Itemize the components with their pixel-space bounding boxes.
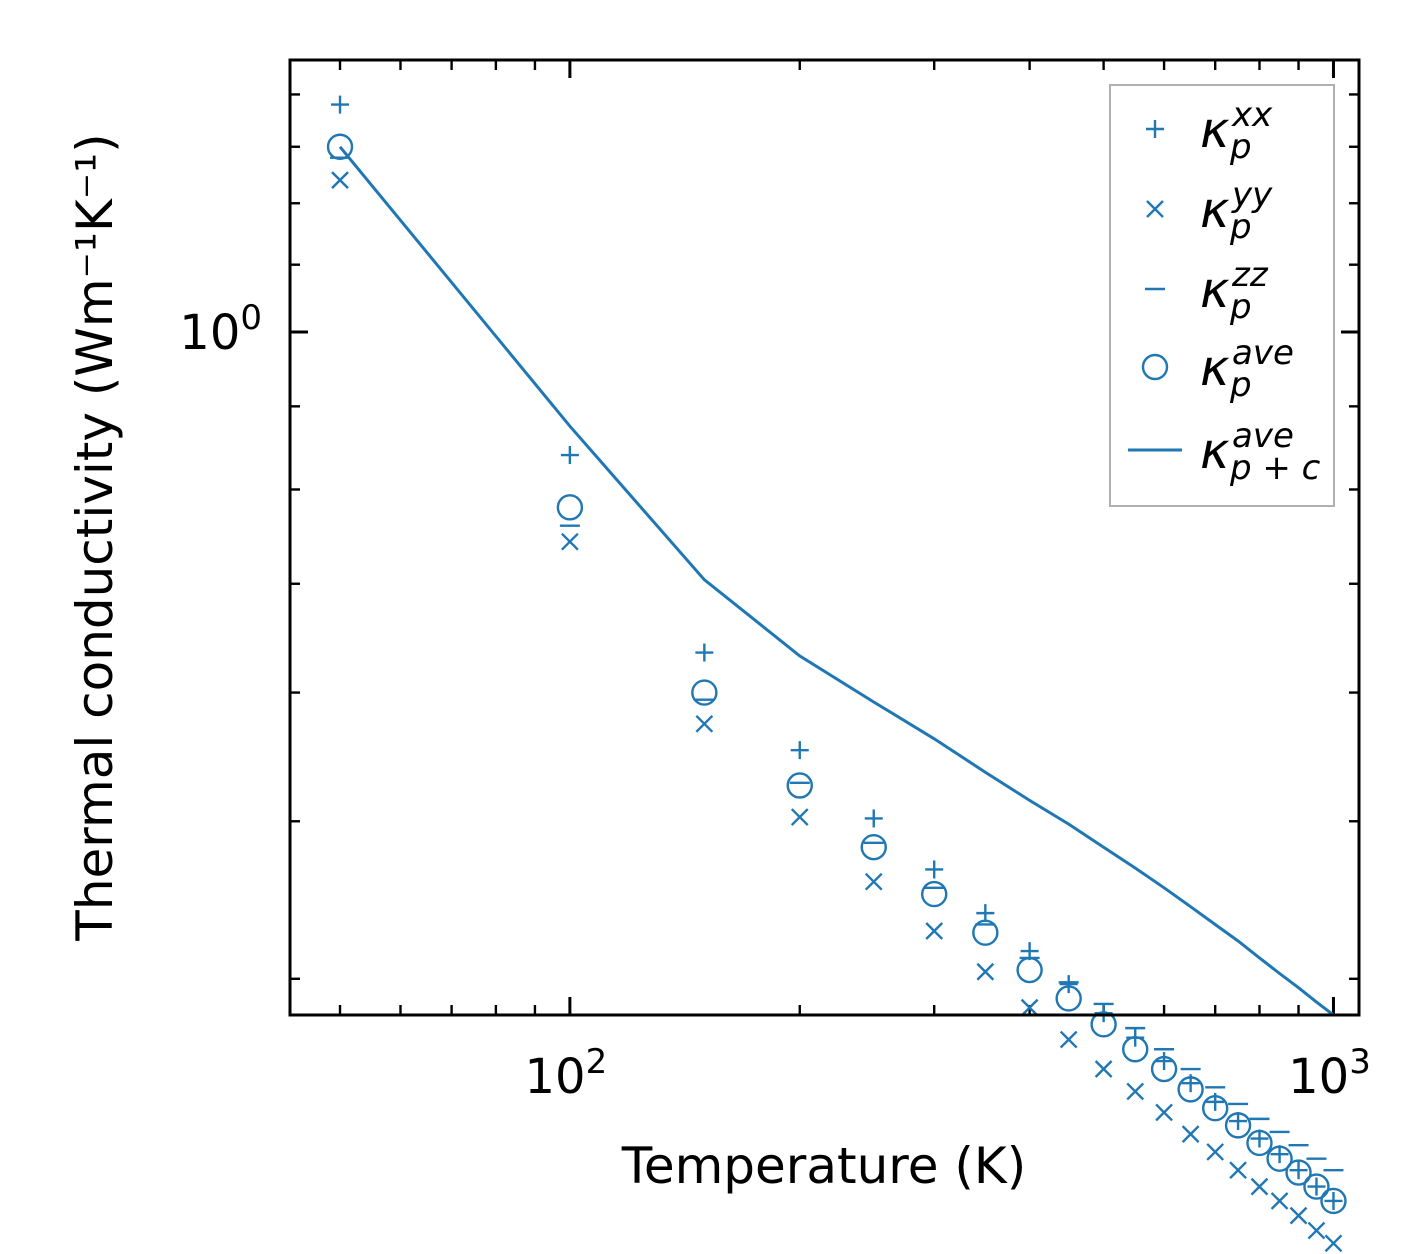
data-point-x <box>790 808 809 826</box>
legend-label-base: κ <box>1200 261 1230 319</box>
data-point-x <box>1059 1030 1078 1049</box>
plot-area <box>326 95 1347 1253</box>
data-point-circle <box>1016 956 1043 984</box>
data-point-plus <box>1059 975 1078 994</box>
legend-label-sub: p + c <box>1229 448 1321 488</box>
legend-label-sup: zz <box>1231 255 1269 295</box>
data-point-circle <box>1224 1112 1252 1139</box>
major-ticks <box>290 60 1359 1015</box>
data-point-x <box>561 532 579 551</box>
data-point-plus <box>790 741 809 760</box>
data-point-circle <box>691 679 718 706</box>
data-point-x <box>1289 1206 1308 1225</box>
data-point-plus <box>864 809 883 828</box>
y-tick-label: 100 <box>179 298 262 361</box>
data-point-circle <box>1303 1173 1330 1200</box>
data-point-plus <box>560 446 579 465</box>
legend-entry: κ zzp <box>1145 255 1269 327</box>
data-point-plus <box>1289 1161 1308 1180</box>
data-point-x <box>1229 1161 1247 1180</box>
data-point-x <box>1307 1221 1326 1240</box>
data-point-x <box>1270 1192 1289 1210</box>
data-point-circle <box>326 133 354 160</box>
data-point-plus <box>925 860 944 879</box>
data-point-circle <box>1246 1129 1273 1157</box>
series-x <box>331 171 1343 1253</box>
legend-entry: κ yyp <box>1146 175 1273 247</box>
data-point-plus <box>1307 1177 1326 1196</box>
data-point-circle <box>860 833 887 861</box>
legend-label-sub: p <box>1229 287 1252 327</box>
data-point-x <box>1181 1125 1200 1143</box>
data-point-plus <box>1229 1112 1248 1131</box>
data-point-circle <box>786 772 813 799</box>
data-point-circle <box>1177 1076 1204 1103</box>
data-point-x <box>925 922 944 940</box>
minor-ticks <box>290 60 1359 1015</box>
data-point-circle <box>1285 1159 1312 1186</box>
data-point-plus <box>1270 1145 1289 1164</box>
data-point-circle <box>1122 1036 1149 1063</box>
plot-frame <box>288 58 1361 1017</box>
y-axis-label: Thermal conductivity (Wm⁻¹K⁻¹) <box>66 133 124 941</box>
legend-label-sup: ave <box>1232 333 1294 373</box>
series-hline <box>330 156 1344 1172</box>
x-axis-label: Temperature (K) <box>621 1137 1026 1195</box>
x-tick-label: 102 <box>525 1042 608 1105</box>
legend-label-base: κ <box>1200 101 1230 159</box>
data-point-x <box>1324 1234 1343 1253</box>
data-point-x <box>1206 1143 1225 1161</box>
tick-labels: 102 103 100 <box>179 298 1371 1105</box>
legend-label-sub: p <box>1229 207 1252 247</box>
data-point-x <box>976 962 995 981</box>
data-point-plus <box>1250 1129 1269 1148</box>
data-point-plus <box>1324 1191 1343 1210</box>
data-point-x <box>331 171 349 189</box>
legend-symbol-plus <box>1146 120 1164 138</box>
legend-label-base: κ <box>1200 339 1230 397</box>
legend-label-sub: p <box>1229 365 1252 405</box>
data-point-x <box>1155 1103 1173 1122</box>
data-point-plus <box>976 904 995 923</box>
data-point-x <box>1250 1177 1269 1196</box>
data-point-circle <box>1090 1011 1117 1038</box>
data-point-x <box>695 714 714 733</box>
legend-label-sup: xx <box>1231 95 1273 135</box>
data-point-circle <box>556 494 584 521</box>
data-point-plus <box>1155 1052 1174 1071</box>
data-point-x <box>1020 998 1039 1017</box>
data-point-circle <box>1150 1055 1178 1083</box>
data-point-circle <box>1055 985 1082 1012</box>
legend-box <box>1109 84 1335 507</box>
legend-label-sub: p <box>1229 127 1252 167</box>
legend-label-base: κ <box>1200 181 1230 239</box>
data-point-circle <box>972 919 999 946</box>
legend-label-base: κ <box>1200 422 1230 480</box>
data-point-circle <box>921 880 948 908</box>
x-tick-label: 103 <box>1288 1042 1371 1105</box>
data-point-circle <box>1201 1095 1229 1122</box>
series-line-kappa-p-c-ave <box>338 145 1335 1017</box>
legend-entry: κ xxp <box>1146 95 1273 167</box>
data-point-x <box>864 872 883 891</box>
legend-label-sup: yy <box>1231 175 1273 215</box>
data-point-x <box>1094 1060 1113 1078</box>
legend-symbol-circle <box>1141 353 1169 381</box>
data-point-plus <box>331 95 350 114</box>
legend-label-sup: ave <box>1232 416 1294 456</box>
series-line <box>338 145 1335 1017</box>
data-point-x <box>1126 1082 1145 1101</box>
data-point-plus <box>695 643 714 662</box>
series-circle <box>326 133 1347 1215</box>
legend-symbol-x <box>1146 200 1164 218</box>
data-point-circle <box>1266 1145 1293 1172</box>
data-point-circle <box>1320 1187 1347 1215</box>
